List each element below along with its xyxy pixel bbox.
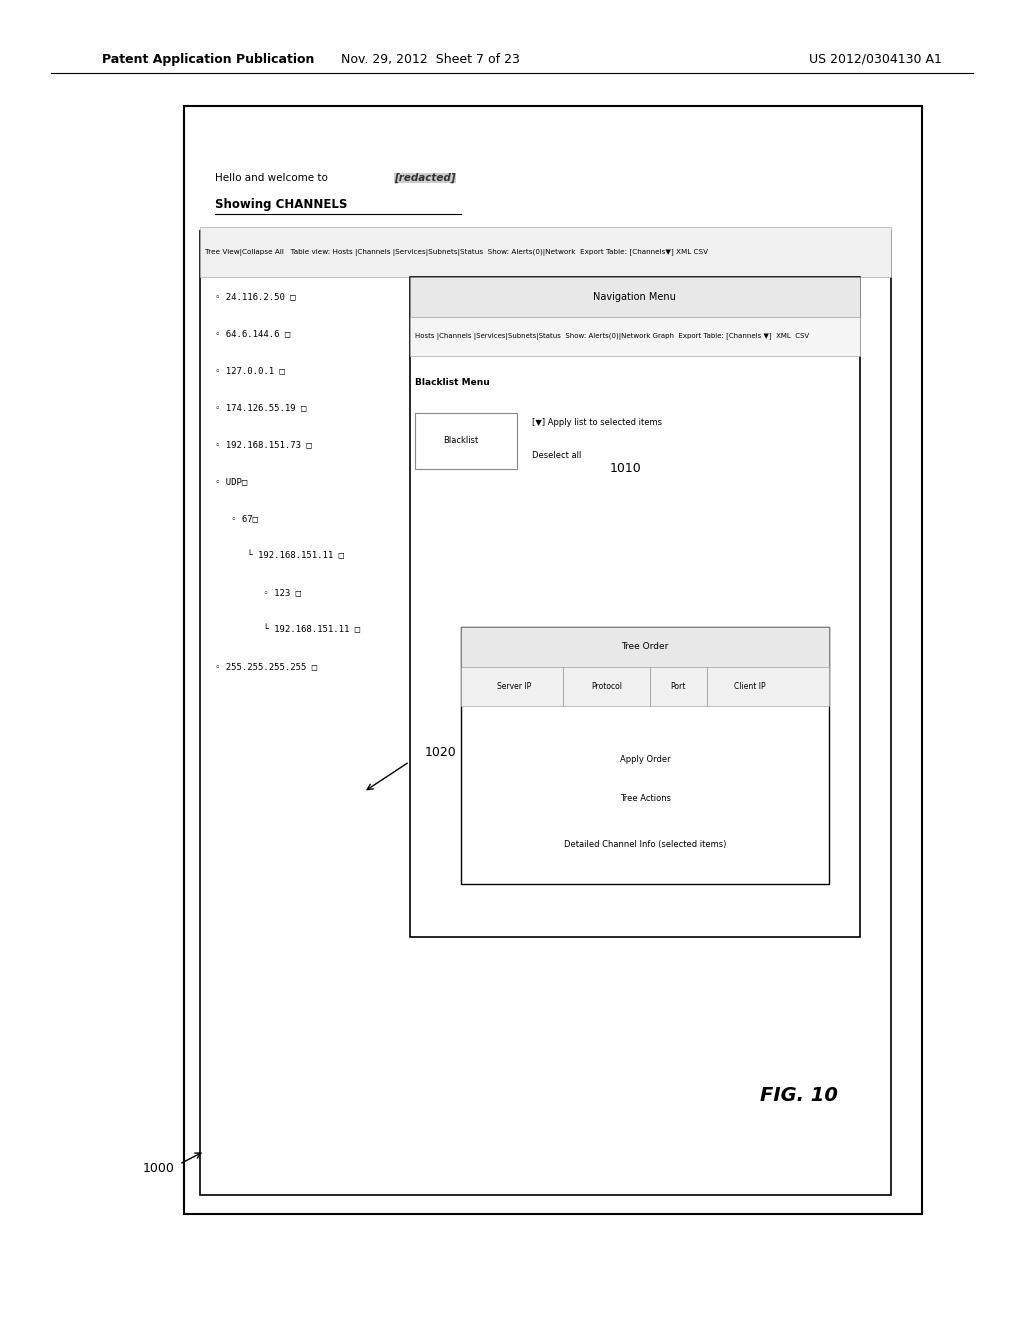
Text: US 2012/0304130 A1: US 2012/0304130 A1 — [809, 53, 942, 66]
FancyBboxPatch shape — [415, 413, 517, 469]
Text: └ 192.168.151.11 □: └ 192.168.151.11 □ — [215, 624, 360, 635]
Text: Client IP: Client IP — [734, 682, 766, 690]
Text: Protocol: Protocol — [591, 682, 623, 690]
Text: ◦ 255.255.255.255 □: ◦ 255.255.255.255 □ — [215, 663, 317, 671]
Text: [▼] Apply list to selected items: [▼] Apply list to selected items — [532, 418, 663, 426]
Text: └ 192.168.151.11 □: └ 192.168.151.11 □ — [215, 550, 344, 561]
Text: Tree View|Collapse All   Table view: Hosts |Channels |Services|Subnets|Status  S: Tree View|Collapse All Table view: Hosts… — [205, 248, 708, 256]
Text: Hello and welcome to: Hello and welcome to — [215, 173, 331, 183]
Text: ◦ 192.168.151.73 □: ◦ 192.168.151.73 □ — [215, 441, 311, 449]
Text: Blacklist: Blacklist — [443, 437, 478, 445]
FancyBboxPatch shape — [461, 667, 829, 706]
Text: ◦ 64.6.144.6 □: ◦ 64.6.144.6 □ — [215, 330, 290, 338]
Text: FIG. 10: FIG. 10 — [760, 1086, 838, 1105]
FancyBboxPatch shape — [461, 627, 829, 667]
FancyBboxPatch shape — [200, 231, 891, 1195]
FancyBboxPatch shape — [410, 277, 860, 937]
Text: 1010: 1010 — [609, 462, 641, 475]
Text: ◦ 67□: ◦ 67□ — [215, 515, 258, 523]
Text: Tree Actions: Tree Actions — [620, 795, 671, 803]
Text: ◦ 123 □: ◦ 123 □ — [215, 589, 301, 597]
FancyBboxPatch shape — [461, 627, 829, 884]
Text: Port: Port — [671, 682, 686, 690]
Text: [redacted]: [redacted] — [394, 173, 456, 183]
Text: ◦ 24.116.2.50 □: ◦ 24.116.2.50 □ — [215, 293, 296, 301]
Text: Deselect all: Deselect all — [532, 451, 582, 459]
Text: Apply Order: Apply Order — [620, 755, 671, 763]
Text: Server IP: Server IP — [498, 682, 531, 690]
Text: Detailed Channel Info (selected items): Detailed Channel Info (selected items) — [564, 841, 726, 849]
Text: ◦ 127.0.0.1 □: ◦ 127.0.0.1 □ — [215, 367, 285, 375]
Text: 1000: 1000 — [142, 1162, 175, 1175]
Text: Tree Order: Tree Order — [622, 643, 669, 651]
Text: Patent Application Publication: Patent Application Publication — [102, 53, 314, 66]
Text: Nov. 29, 2012  Sheet 7 of 23: Nov. 29, 2012 Sheet 7 of 23 — [341, 53, 519, 66]
Text: Blacklist Menu: Blacklist Menu — [415, 379, 489, 387]
Text: Hosts |Channels |Services|Subnets|Status  Show: Alerts(0)|Network Graph  Export : Hosts |Channels |Services|Subnets|Status… — [415, 333, 809, 341]
FancyBboxPatch shape — [410, 317, 860, 356]
Text: ◦ 174.126.55.19 □: ◦ 174.126.55.19 □ — [215, 404, 306, 412]
Text: Showing CHANNELS: Showing CHANNELS — [215, 198, 347, 211]
FancyBboxPatch shape — [410, 277, 860, 317]
Text: ◦ UDP□: ◦ UDP□ — [215, 478, 247, 486]
Text: Navigation Menu: Navigation Menu — [594, 292, 676, 302]
FancyBboxPatch shape — [184, 106, 922, 1214]
FancyBboxPatch shape — [200, 227, 891, 277]
Text: 1020: 1020 — [425, 746, 457, 759]
